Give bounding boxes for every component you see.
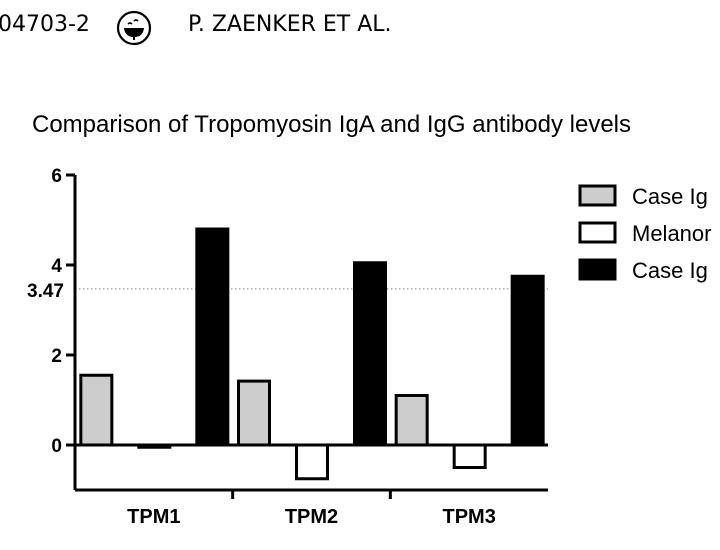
legend-swatch-1: [578, 184, 617, 207]
legend-swatch-2: [578, 221, 617, 244]
legend: Case Ig Melanor Case Ig: [578, 184, 711, 283]
bar-tpm1-series-1: [79, 373, 114, 447]
reference-line-label: 3.47: [27, 281, 64, 302]
bar-tpm2-series-3: [353, 261, 387, 447]
y-tick-label-2: 2: [51, 346, 62, 367]
category-label-tpm2: TPM2: [285, 506, 338, 528]
bar-tpm2-series-2: [295, 443, 329, 481]
document-id: 04703-2: [0, 12, 90, 37]
bar-tpm1-series-3: [195, 227, 230, 447]
y-tick-label-4: 4: [51, 256, 62, 277]
category-label-tpm3: TPM3: [442, 506, 495, 528]
bar-tpm2-series-1: [237, 379, 271, 447]
category-label-tpm1: TPM1: [127, 506, 180, 528]
chart-title: Comparison of Tropomyosin IgA and IgG an…: [32, 111, 631, 138]
author-line: P. ZAENKER ET AL.: [188, 12, 392, 37]
bar-tpm3-series-2: [452, 443, 487, 469]
legend-label-2: Melanor: [632, 221, 711, 246]
legend-label-3: Case Ig: [632, 258, 708, 283]
y-tick-label-0: 0: [51, 436, 62, 457]
page-header: 04703-2 P. ZAENKER ET AL.: [0, 0, 720, 60]
bar-tpm3-series-1: [394, 394, 429, 447]
journal-logo-icon: [116, 10, 152, 46]
legend-label-1: Case Ig: [632, 184, 708, 209]
y-tick-label-6: 6: [51, 166, 62, 187]
bar-tpm3-series-3: [510, 274, 545, 447]
bar-chart: Comparison of Tropomyosin IgA and IgG an…: [27, 111, 711, 528]
legend-swatch-3: [578, 258, 617, 281]
